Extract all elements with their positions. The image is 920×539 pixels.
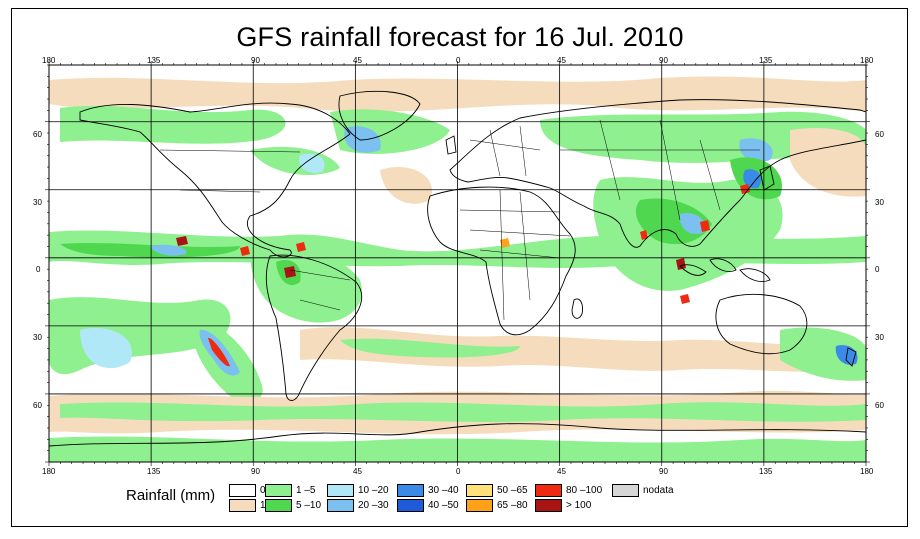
bottom-tick-label: 180: [42, 467, 56, 476]
legend-swatch-5: [327, 499, 354, 512]
right-tick-label: 60: [875, 401, 884, 410]
top-tick-label: 135: [759, 56, 773, 65]
legend-label-1: 1: [260, 500, 266, 511]
legend-swatch-1: [229, 499, 256, 512]
legend-label-0: 0: [260, 485, 266, 496]
legend-swatch-10: [535, 484, 562, 497]
legend-swatch-9: [466, 499, 493, 512]
top-tick-label: 0: [456, 56, 461, 65]
right-tick-label: 60: [875, 130, 884, 139]
top-tick-label: 90: [659, 56, 668, 65]
map-title: GFS rainfall forecast for 16 Jul. 2010: [236, 22, 684, 52]
bottom-tick-label: 90: [659, 467, 668, 476]
top-tick-label: 45: [353, 56, 362, 65]
legend-label-12: nodata: [643, 485, 674, 496]
bottom-tick-label: 90: [251, 467, 260, 476]
legend-swatch-11: [535, 499, 562, 512]
bottom-tick-label: 45: [353, 467, 362, 476]
bottom-tick-label: 45: [557, 467, 566, 476]
coastlines: [49, 90, 866, 462]
left-tick-label: 30: [33, 333, 42, 342]
legend-label-4: 10 –20: [358, 485, 389, 496]
left-tick-label: 0: [36, 265, 41, 274]
legend-swatch-7: [397, 499, 424, 512]
bottom-tick-label: 135: [759, 467, 773, 476]
left-tick-label: 30: [33, 198, 42, 207]
legend-label-3: 5 –10: [296, 500, 322, 511]
top-tick-label: 90: [251, 56, 260, 65]
left-tick-label: 60: [33, 130, 42, 139]
legend-swatch-12: [612, 484, 639, 497]
legend-label-11: > 100: [566, 500, 592, 511]
legend-label-2: 1 –5: [296, 485, 316, 496]
left-tick-label: 60: [33, 401, 42, 410]
legend-label-8: 50 –65: [497, 485, 528, 496]
legend-swatch-6: [397, 484, 424, 497]
right-tick-label: 0: [875, 265, 880, 274]
top-tick-label: 180: [42, 56, 56, 65]
bottom-tick-label: 135: [147, 467, 161, 476]
top-tick-label: 135: [147, 56, 161, 65]
border-ticks: [45, 61, 870, 466]
legend-title: Rainfall (mm): [126, 487, 216, 504]
top-tick-label: 180: [860, 56, 874, 65]
legend-swatch-4: [327, 484, 354, 497]
legend-swatch-3: [265, 499, 292, 512]
legend-swatch-8: [466, 484, 493, 497]
country-borders: [159, 119, 760, 321]
legend-swatch-2: [265, 484, 292, 497]
legend-label-10: 80 –100: [566, 485, 603, 496]
legend-label-6: 30 –40: [428, 485, 459, 496]
bottom-tick-label: 180: [860, 467, 874, 476]
right-tick-label: 30: [875, 333, 884, 342]
graticule: [49, 65, 866, 462]
legend-label-9: 65 –80: [497, 500, 528, 511]
top-tick-label: 45: [557, 56, 566, 65]
legend-label-7: 40 –50: [428, 500, 459, 511]
legend-label-5: 20 –30: [358, 500, 389, 511]
bottom-tick-label: 0: [456, 467, 461, 476]
legend-swatch-0: [229, 484, 256, 497]
right-tick-label: 30: [875, 198, 884, 207]
